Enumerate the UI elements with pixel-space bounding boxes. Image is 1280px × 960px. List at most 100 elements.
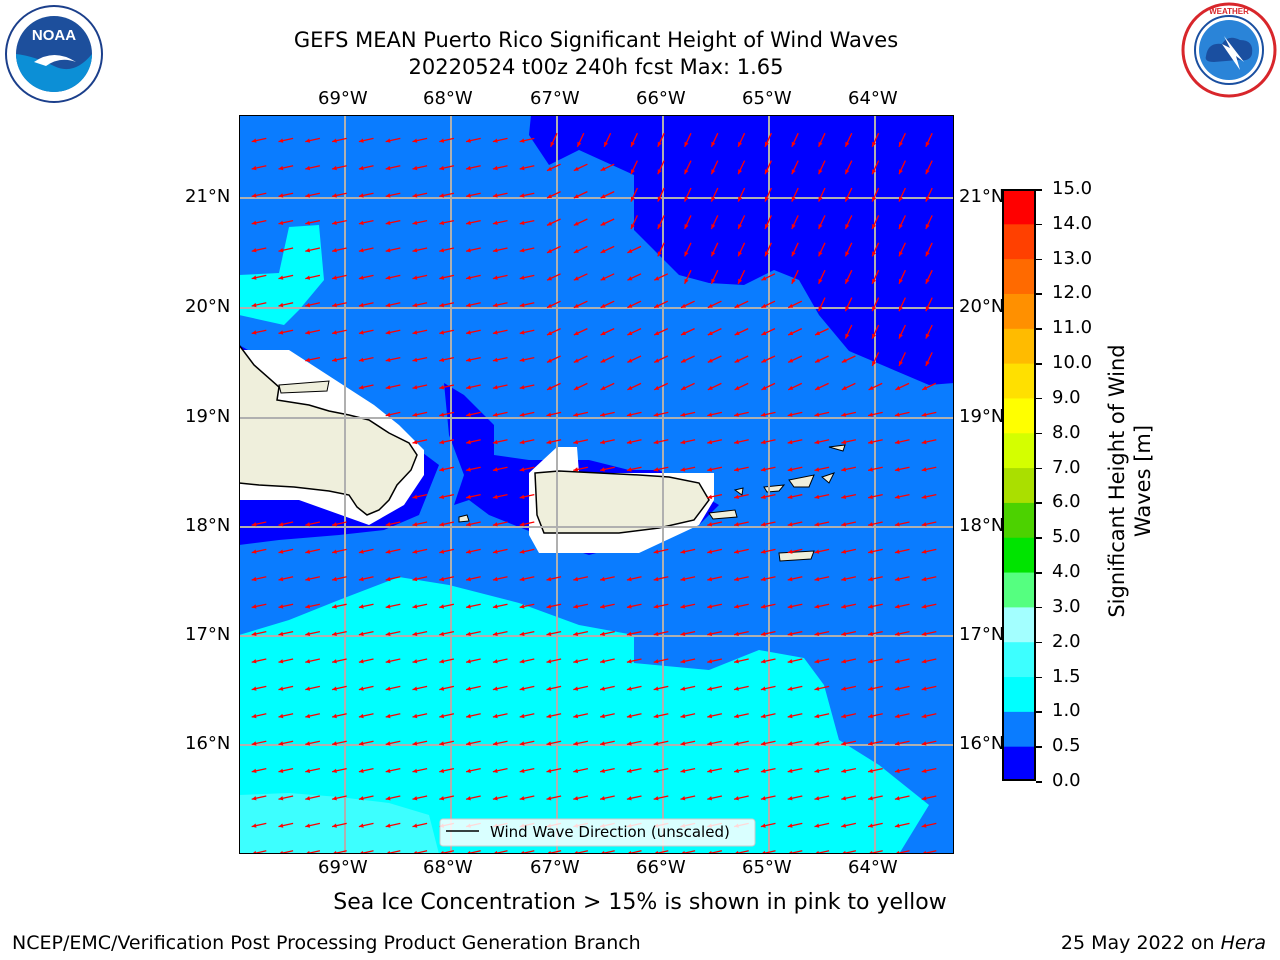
wind-wave-arrowhead <box>680 604 686 609</box>
colorbar-tick-label: 0.0 <box>1052 770 1081 791</box>
wind-wave-arrowhead <box>358 549 364 554</box>
wind-wave-arrowhead <box>385 823 391 828</box>
wind-wave-arrowhead <box>251 330 257 335</box>
wind-wave-arrowhead <box>814 467 820 472</box>
wind-wave-arrowhead <box>787 659 793 664</box>
wind-wave-arrowhead <box>734 713 739 719</box>
wind-wave-arrowhead <box>305 659 311 664</box>
wind-wave-arrowhead <box>711 278 716 284</box>
wind-wave-arrowhead <box>519 796 525 801</box>
wind-wave-arrowhead <box>921 604 927 609</box>
wind-wave-arrowhead <box>657 224 662 229</box>
wind-wave-arrowhead <box>707 331 713 335</box>
wind-wave-arrowhead <box>657 169 662 175</box>
wind-wave-arrowhead <box>492 220 498 225</box>
wind-wave-arrowhead <box>439 193 445 198</box>
wind-wave-arrowhead <box>791 278 796 284</box>
colorbar-tick-mark <box>1036 502 1042 504</box>
wind-wave-arrowhead <box>868 576 873 582</box>
lat-tick-right-16n: 16°N <box>959 733 1005 754</box>
colorbar-tick-mark <box>1036 432 1042 435</box>
wind-wave-arrowhead <box>787 741 793 746</box>
wind-wave-arrowhead <box>251 796 257 801</box>
wind-wave-arrowhead <box>921 549 927 554</box>
colorbar-segment <box>1002 641 1036 678</box>
wind-wave-arrowhead <box>573 741 579 746</box>
wind-wave-arrowhead <box>600 659 605 664</box>
wind-wave-arrowhead <box>600 166 606 171</box>
wind-wave-arrowhead <box>760 576 766 582</box>
wind-wave-arrowhead <box>573 166 579 171</box>
wind-wave-arrowhead <box>573 439 579 445</box>
wind-wave-arrowhead <box>868 768 873 773</box>
wind-wave-arrowhead <box>573 467 579 472</box>
wind-wave-arrowhead <box>921 768 927 773</box>
wind-wave-arrowhead <box>385 549 391 554</box>
wind-wave-arrowhead <box>868 659 873 664</box>
wind-wave-arrowhead <box>899 141 903 147</box>
wind-wave-arrowhead <box>600 385 606 390</box>
wind-wave-arrowhead <box>251 522 257 527</box>
wind-wave-arrowhead <box>925 169 930 175</box>
wind-wave-arrowhead <box>547 248 552 253</box>
wind-wave-arrowhead <box>278 631 284 636</box>
wind-wave-arrowhead <box>765 141 769 147</box>
wind-wave-arrowhead <box>680 741 686 746</box>
wind-wave-arrowhead <box>412 302 418 308</box>
wind-wave-arrowhead <box>815 358 820 363</box>
wind-wave-arrowhead <box>546 796 552 801</box>
wind-wave-arrowhead <box>868 631 873 636</box>
wind-wave-arrowhead <box>841 439 847 445</box>
wind-wave-arrowhead <box>492 576 498 582</box>
wind-wave-arrowhead <box>519 494 525 499</box>
wind-wave-arrowhead <box>466 631 471 636</box>
wind-wave-arrowhead <box>653 631 659 636</box>
wind-wave-arrowhead <box>332 357 337 362</box>
wind-wave-arrowhead <box>707 741 713 746</box>
wind-wave-arrowhead <box>305 686 311 691</box>
wind-wave-arrowhead <box>251 823 257 828</box>
wind-wave-arrowhead <box>439 302 445 308</box>
wind-wave-arrowhead <box>466 385 471 390</box>
lon-tick-bottom-67w: 67°W <box>530 857 580 878</box>
wind-wave-arrowhead <box>278 713 284 719</box>
wind-wave-arrowhead <box>251 659 257 664</box>
island-stcroix <box>778 550 815 562</box>
colorbar-tick-mark <box>1036 537 1042 539</box>
wave-height-map[interactable]: Wind Wave Direction (unscaled) <box>239 115 954 854</box>
wind-wave-arrowhead <box>707 604 713 609</box>
wind-wave-arrowhead <box>332 193 337 198</box>
wind-wave-arrowhead <box>466 713 471 719</box>
wind-wave-arrowhead <box>899 224 903 229</box>
wind-wave-arrowhead <box>787 467 793 472</box>
wind-wave-arrowhead <box>841 604 847 609</box>
wind-wave-arrowhead <box>546 604 552 609</box>
wind-wave-arrowhead <box>439 248 445 253</box>
wind-wave-arrowhead <box>492 357 498 362</box>
wind-wave-arrowhead <box>707 467 713 472</box>
wind-wave-arrowhead <box>894 467 900 472</box>
wind-wave-arrowhead <box>734 358 740 363</box>
wind-wave-arrowhead <box>439 412 445 417</box>
wind-wave-arrowhead <box>815 385 820 390</box>
wind-wave-arrowhead <box>466 576 471 582</box>
wind-wave-arrowhead <box>684 196 689 202</box>
wind-wave-arrowhead <box>787 686 793 691</box>
wind-wave-arrowhead <box>332 165 337 171</box>
wind-wave-arrowhead <box>466 604 471 609</box>
wind-wave-arrowhead <box>627 303 633 308</box>
wind-wave-arrowhead <box>439 604 445 609</box>
wind-wave-arrowhead <box>765 169 769 175</box>
wind-wave-arrowhead <box>845 224 850 229</box>
wind-wave-arrowhead <box>412 494 418 499</box>
wind-wave-arrowhead <box>707 412 713 417</box>
svg-text:WEATHER: WEATHER <box>1209 7 1249 16</box>
wind-wave-arrowhead <box>251 248 257 253</box>
lat-tick-left-17n: 17°N <box>185 624 231 645</box>
colorbar-tick-label: 5.0 <box>1052 526 1081 548</box>
wind-wave-arrowhead <box>845 141 850 147</box>
wind-wave-arrowhead <box>707 385 713 390</box>
wind-wave-arrowhead <box>791 141 796 147</box>
wind-wave-arrowhead <box>760 522 766 527</box>
graticule <box>239 115 954 854</box>
